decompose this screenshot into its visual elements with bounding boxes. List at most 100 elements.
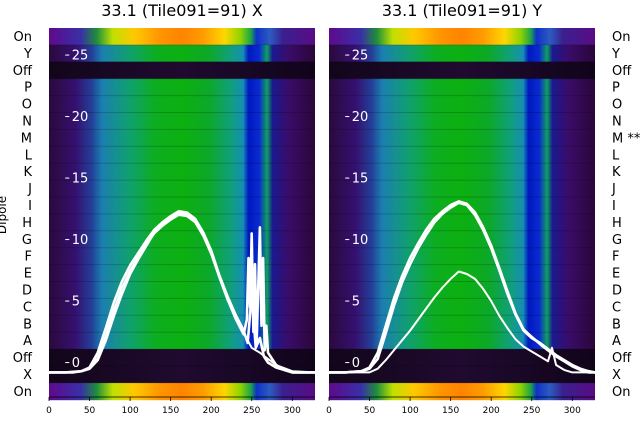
row-label: E: [24, 267, 32, 282]
heatmap-row: [49, 61, 315, 80]
row-label: On: [14, 385, 32, 400]
heatmap-row: [49, 163, 315, 181]
row-label: B: [612, 317, 621, 332]
inner-y-tick-label: 15: [72, 172, 89, 187]
inner-y-tick-label: 10: [72, 233, 89, 248]
x-tick-label: 200: [483, 406, 500, 416]
x-tick-label: 250: [243, 406, 260, 416]
inner-y-tick-label: 25: [352, 49, 369, 64]
row-label: L: [25, 148, 33, 163]
x-tick-label: 200: [203, 406, 220, 416]
heatmap-row: [329, 332, 595, 350]
chart-title: 33.1 (Tile091=91) Y: [382, 1, 543, 20]
heatmap-row: [49, 332, 315, 350]
row-label: H: [22, 216, 32, 231]
heatmap-row: [49, 230, 315, 249]
heatmap-row: [329, 382, 595, 401]
heatmap-row: [49, 95, 315, 113]
row-label: X: [23, 368, 32, 383]
row-label: K: [612, 165, 621, 180]
x-tick-label: 0: [46, 406, 52, 416]
inner-y-tick-label: 0: [72, 356, 80, 371]
row-label: On: [612, 385, 630, 400]
heatmap-row: [49, 298, 315, 316]
heatmap-row: [329, 298, 595, 316]
row-label: G: [612, 233, 622, 248]
row-label: Off: [612, 64, 632, 79]
heatmap-row: [329, 95, 595, 113]
x-tick-label: 250: [523, 406, 540, 416]
inner-y-tick-label: 0: [352, 356, 360, 371]
heatmap-row: [329, 230, 595, 249]
row-label: A: [23, 334, 32, 349]
row-label: J: [611, 182, 616, 197]
row-label: G: [22, 233, 32, 248]
row-label: On: [14, 30, 32, 45]
series-line: [48, 214, 316, 374]
row-label: Y: [611, 47, 620, 62]
row-label: N: [22, 114, 32, 129]
row-label: Off: [13, 351, 33, 366]
heatmap-row: [49, 264, 315, 282]
x-tick-label: 300: [284, 406, 301, 416]
panel-y: 33.1 (Tile091=91) Y On Y Off PON M ** LKJIHGFE…: [326, 1, 640, 416]
x-tick-label: 50: [84, 406, 96, 416]
row-label: C: [612, 300, 621, 315]
panel-x: 33.1 (Tile091=91) X On Y Off PONMLKJIHGFEDCB…: [13, 1, 317, 416]
x-tick-label: 50: [364, 406, 376, 416]
row-label: P: [24, 81, 32, 96]
heatmap-row: [329, 213, 595, 232]
heatmap-row: [49, 247, 315, 265]
row-label: J: [27, 182, 32, 197]
heatmap-row: [329, 315, 595, 333]
row-label: O: [612, 98, 622, 113]
heatmap-row: [329, 129, 595, 147]
row-label: O: [22, 98, 32, 113]
heatmap-row: [49, 44, 315, 63]
heatmap-row: [329, 28, 595, 46]
row-label: C: [23, 300, 32, 315]
row-label: M: [21, 131, 32, 146]
chart-title: 33.1 (Tile091=91) X: [101, 1, 263, 20]
row-label: N: [612, 114, 622, 129]
inner-y-tick-label: 10: [352, 233, 369, 248]
inner-y-tick-label: 5: [72, 295, 80, 310]
heatmap-row: [49, 349, 315, 367]
row-label: B: [23, 317, 32, 332]
heatmap-row: [49, 78, 315, 96]
inner-y-tick-label: 15: [352, 172, 369, 187]
x-tick-label: 100: [402, 406, 419, 416]
heatmap-row: [329, 197, 595, 215]
heatmap-row: [49, 146, 315, 164]
row-label: Y: [23, 47, 32, 62]
row-label: E: [612, 267, 620, 282]
row-label: Off: [612, 351, 632, 366]
heatmap-row: [49, 366, 315, 384]
row-label: L: [612, 148, 620, 163]
heatmap-row: [49, 180, 315, 198]
row-label: I: [28, 199, 32, 214]
row-label: On: [612, 30, 630, 45]
row-label: K: [23, 165, 32, 180]
inner-y-tick-label: 25: [72, 49, 89, 64]
heatmap-row: [329, 61, 595, 80]
x-tick-label: 300: [564, 406, 581, 416]
heatmap-row: [329, 349, 595, 367]
inner-y-tick-label: 5: [352, 295, 360, 310]
row-label: X: [612, 368, 621, 383]
x-tick-label: 0: [326, 406, 332, 416]
y-axis-label: Dipole: [0, 196, 9, 234]
heatmap-row: [329, 112, 595, 130]
heatmap-row: [329, 366, 595, 384]
heatmap-row: [49, 315, 315, 333]
series-line: [327, 201, 597, 374]
heatmap-row: [49, 281, 315, 299]
row-label: M **: [612, 131, 640, 146]
inner-y-tick-label: 20: [72, 110, 89, 125]
heatmap-row: [329, 78, 595, 96]
heatmap-row: [49, 213, 315, 232]
inner-y-tick-label: 20: [352, 110, 369, 125]
heatmap-row: [49, 197, 315, 215]
heatmap-row: [329, 180, 595, 198]
